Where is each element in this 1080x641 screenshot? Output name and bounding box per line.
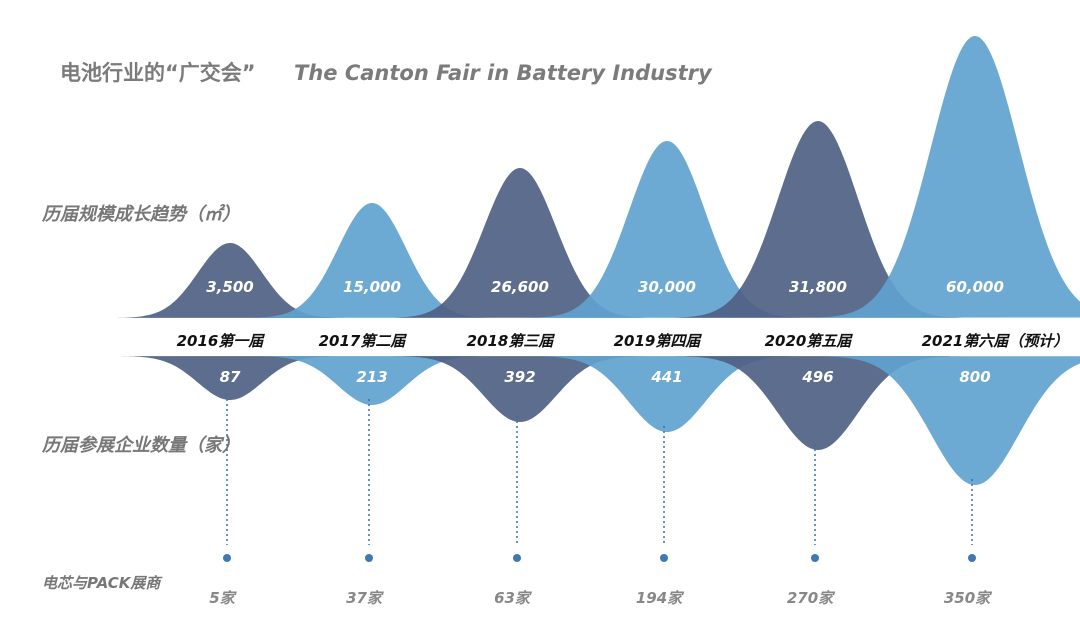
data-label-pack: 350家 bbox=[944, 589, 993, 607]
area-peak-upper bbox=[114, 243, 345, 318]
area-peak-lower bbox=[249, 356, 494, 405]
category-label: 2019第四届 bbox=[614, 332, 703, 350]
area-peak-lower bbox=[114, 356, 345, 400]
marker-dot bbox=[968, 554, 976, 562]
category-label: 2016第一届 bbox=[177, 332, 266, 350]
data-label-exhibitors: 441 bbox=[650, 368, 682, 386]
area-peak-upper bbox=[390, 168, 649, 318]
data-label-area: 26,600 bbox=[491, 278, 549, 296]
data-label-pack: 63家 bbox=[494, 589, 533, 607]
data-label-area: 30,000 bbox=[638, 278, 696, 296]
category-label: 2018第三届 bbox=[467, 332, 556, 350]
marker-dot bbox=[513, 554, 521, 562]
area-peak-upper bbox=[674, 121, 962, 318]
marker-dot bbox=[365, 554, 373, 562]
area-peak-lower bbox=[390, 356, 649, 422]
area-peak-lower bbox=[674, 356, 962, 450]
area-peak-upper bbox=[530, 141, 803, 318]
data-label-pack: 270家 bbox=[787, 589, 836, 607]
data-label-exhibitors: 213 bbox=[356, 368, 387, 386]
data-label-area: 3,500 bbox=[206, 278, 253, 296]
category-band bbox=[0, 318, 1080, 354]
data-label-pack: 37家 bbox=[346, 589, 385, 607]
marker-dot bbox=[811, 554, 819, 562]
chart-title-cn: 电池行业的“广交会” bbox=[60, 61, 256, 85]
area-peak-upper bbox=[816, 36, 1080, 318]
series-label: 电芯与PACK展商 bbox=[42, 574, 163, 592]
area-peak-lower bbox=[530, 356, 803, 432]
area-peak-lower bbox=[816, 356, 1080, 485]
data-label-exhibitors: 392 bbox=[504, 368, 535, 386]
chart-title-en: The Canton Fair in Battery Industry bbox=[294, 61, 713, 85]
data-label-exhibitors: 496 bbox=[801, 368, 833, 386]
marker-dot bbox=[660, 554, 668, 562]
category-label: 2020第五届 bbox=[765, 332, 854, 350]
data-label-exhibitors: 87 bbox=[220, 368, 241, 386]
marker-dot bbox=[223, 554, 231, 562]
data-label-exhibitors: 800 bbox=[959, 368, 990, 386]
data-label-pack: 194家 bbox=[636, 589, 685, 607]
series-label: 历届参展企业数量（家） bbox=[41, 435, 240, 456]
data-label-area: 31,800 bbox=[789, 278, 847, 296]
category-label: 2017第二届 bbox=[319, 332, 408, 350]
data-label-pack: 5家 bbox=[209, 589, 237, 607]
category-label: 2021第六届（预计） bbox=[922, 332, 1069, 350]
area-peak-upper bbox=[249, 203, 494, 318]
data-label-area: 60,000 bbox=[946, 278, 1004, 296]
series-label: 历届规模成长趋势（㎡） bbox=[41, 203, 240, 225]
data-label-area: 15,000 bbox=[343, 278, 401, 296]
